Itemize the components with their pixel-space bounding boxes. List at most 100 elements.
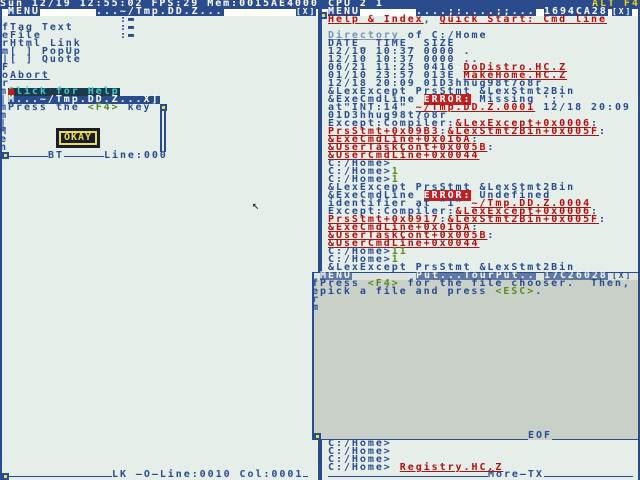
text-segment: &ExeCmdLine [328, 94, 424, 105]
text-segment: fTag Text [2, 22, 74, 33]
text-line: DATE_ TIME_ SIZE [328, 39, 456, 49]
text-segment: C:/Home> [328, 462, 400, 473]
text-segment: 01D3hhug98t7o8r [328, 110, 448, 121]
text-segment: Except:Compiler: [328, 206, 456, 217]
error-badge: ERROR: [423, 190, 472, 201]
text-segment: 01/10 23:57 013E [328, 70, 464, 81]
text-line: Help & Index, Quick Start: Cmd line [328, 14, 607, 25]
link[interactable]: PrsStmt+0x09B3 [328, 126, 440, 137]
text-line: Except:Compiler:&LexExcept+0x0006: [328, 206, 600, 217]
link[interactable]: &LexExcept+0x0006 [455, 206, 592, 217]
list-icon: :▬ [120, 22, 136, 33]
text-segment: &ExeCmdLine [328, 190, 424, 201]
popup-titlebar[interactable]: M...~/Tmp.DD.Z...X] [8, 95, 160, 105]
text-segment: m [312, 302, 320, 313]
link[interactable]: Help & Index [328, 14, 424, 25]
text-segment: &LexExcept PrsStmt &LexStmt2Bin [328, 262, 576, 273]
terminal-corner[interactable] [320, 12, 327, 19]
text-segment: r [2, 78, 10, 89]
text-line: C:/Home> [328, 447, 392, 457]
help-close-icon[interactable] [8, 89, 14, 95]
terminal-address: 1694CA28 [544, 6, 608, 17]
text-segment: C:/Home> [328, 438, 392, 449]
text-segment: 11 [391, 246, 408, 257]
put-title: Put...TourPut.. [416, 270, 536, 281]
text-segment: epick a file and press [312, 286, 496, 297]
text-segment: C:/Home> [328, 254, 392, 265]
text-segment: at"INT:14" [328, 102, 416, 113]
link[interactable]: &UserTaskCont+0x005B [328, 230, 488, 241]
popup-corner[interactable] [160, 104, 167, 111]
text-segment: , [423, 14, 440, 25]
link[interactable]: &LexExcept+0x0006 [455, 118, 592, 129]
link[interactable]: Registry.HC.Z [399, 462, 504, 473]
text-segment: &LexExcept PrsStmt &LexStmt2Bin [328, 86, 576, 97]
link[interactable]: &LexStmt2Bin+0x005F [447, 214, 600, 225]
help-bar[interactable]: Click for Help [8, 86, 120, 97]
text-segment: 12/18 20:09 [535, 102, 631, 113]
text-segment: 1 [391, 254, 400, 265]
text-line: &UserCmdLine+0x0044 [328, 150, 480, 161]
put-resize-handle[interactable] [314, 433, 321, 440]
popup-resize-handle[interactable] [2, 152, 9, 159]
text-line: oAbort [2, 70, 50, 81]
text-segment: Abort [9, 70, 50, 81]
link[interactable]: MakeHome.HC.Z [463, 70, 568, 81]
put-close-button[interactable]: [X] [612, 271, 633, 280]
error-badge: ERROR: [423, 94, 472, 105]
okay-button[interactable]: OKAY [56, 128, 100, 148]
text-line: PrsStmt+0x09B3:&LexStmt2Bin+0x005F: [328, 126, 607, 137]
help-link[interactable]: Click for Help [8, 86, 120, 97]
close-button[interactable]: [X] [296, 7, 317, 16]
menu-button[interactable]: MENU [8, 6, 40, 17]
list-icon: :▬ [120, 14, 136, 25]
window-title: ...~/Tmp.DD.Z... [96, 6, 224, 17]
status-bar: Sun 12/19 12:55:02 FPS:29 Mem:0015AE4000… [0, 0, 640, 9]
link[interactable]: ~/Tmp.DD.Z.0001 [415, 102, 536, 113]
text-line: 06/21 11:25 0416 DoDistro.HC.Z [328, 62, 568, 73]
text-segment: identifier at "1" [328, 198, 472, 209]
text-line: r [312, 295, 320, 305]
terminal-menu-button[interactable]: MENU [328, 6, 360, 17]
text-segment: <ESC> [495, 286, 536, 297]
text-line: |[ ] Quote [2, 55, 82, 65]
put-menu-button[interactable]: MENU [320, 270, 352, 281]
resize-handle[interactable] [2, 473, 9, 480]
link[interactable]: Quick Start: Cmd line [439, 14, 607, 25]
text-line: C:/Home>1 [328, 167, 400, 177]
put-window[interactable] [312, 272, 640, 440]
alt-f4-hint: ALT F4 [592, 0, 640, 9]
text-line: eFile [2, 31, 42, 41]
link[interactable]: ~/Tmp.DD.Z.0004 [471, 198, 592, 209]
text-segment: &LexExcept PrsStmt &LexStmt2Bin [328, 182, 576, 193]
text-segment: <F4> [367, 278, 400, 289]
cmd-window[interactable] [320, 440, 640, 480]
editor-window[interactable]: fTag Text eFile rHtml Link m[ ] PopUp |[ ] Q… [0, 8, 320, 480]
link[interactable]: &ExeCmdLine+0x016A [328, 134, 472, 145]
link[interactable]: &ExeCmdLine+0x016A [328, 222, 472, 233]
text-segment: 12/18 20:09 01D3hhug98t7o8r [328, 78, 544, 89]
link[interactable]: &LexStmt2Bin+0x005F [447, 126, 600, 137]
text-line: 01D3hhug98t7o8r [328, 110, 448, 121]
link[interactable]: Directory [328, 30, 400, 41]
text-line: C:/Home> Registry.HC.Z [328, 462, 504, 473]
text-line: &ExeCmdLine ERROR: Missing ';' [328, 94, 567, 105]
text-line: Except:Compiler:&LexExcept+0x0006: [328, 118, 599, 129]
text-line: C:/Home>11 [328, 246, 408, 257]
text-line: C:/Home> [328, 438, 392, 449]
text-segment: : [487, 230, 496, 241]
text-segment: 12/10 10:37 0000 .. [328, 54, 480, 65]
link[interactable]: &UserCmdLine+0x0044 [328, 238, 480, 249]
link[interactable]: &UserTaskCont+0x005B [328, 142, 488, 153]
text-segment: : [591, 206, 600, 217]
link[interactable]: &UserCmdLine+0x0044 [328, 150, 480, 161]
editor-status: LK —O—Line:0010 Col:0001 [112, 469, 304, 480]
text-segment: C:/Home> [328, 246, 392, 257]
list-icon: :▬ [120, 30, 136, 41]
link[interactable]: DoDistro.HC.Z [463, 62, 568, 73]
text-segment: . [535, 286, 544, 297]
text-segment: : [471, 222, 480, 233]
link[interactable]: PrsStmt+0x0917 [328, 214, 440, 225]
terminal-close-button[interactable]: [X] [612, 7, 633, 16]
text-segment: : [439, 126, 448, 137]
